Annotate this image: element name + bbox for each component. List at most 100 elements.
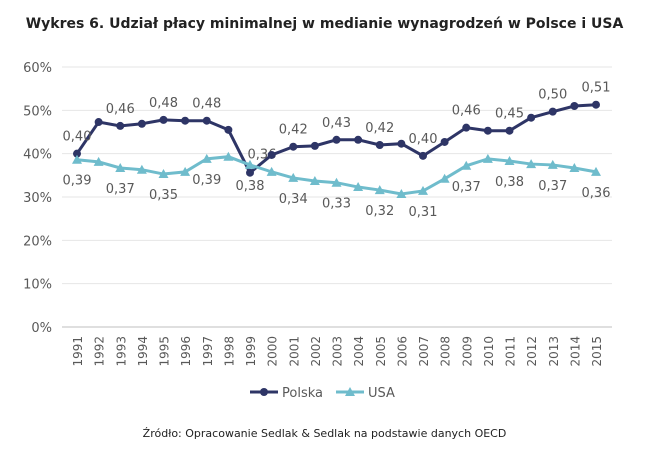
data-point bbox=[223, 151, 234, 161]
data-point bbox=[289, 142, 298, 151]
y-tick-label: 40% bbox=[23, 148, 52, 163]
data-point bbox=[440, 137, 449, 146]
x-tick-label: 2003 bbox=[331, 336, 345, 367]
x-tick-label: 2002 bbox=[309, 336, 323, 367]
x-tick-label: 2004 bbox=[352, 336, 366, 367]
x-tick-label: 1997 bbox=[201, 336, 215, 367]
data-point bbox=[72, 154, 82, 164]
data-point bbox=[482, 153, 493, 163]
data-point bbox=[592, 100, 600, 109]
legend-label: USA bbox=[368, 386, 395, 401]
chart-title: Wykres 6. Udział płacy minimalnej w medi… bbox=[25, 16, 624, 32]
x-tick-label: 1998 bbox=[222, 336, 236, 367]
x-tick-label: 2000 bbox=[266, 336, 280, 367]
x-tick-label: 2006 bbox=[395, 336, 409, 367]
data-point bbox=[354, 135, 363, 144]
chart-source: Źródło: Opracowanie Sedlak & Sedlak na p… bbox=[142, 427, 507, 440]
data-label: 0,50 bbox=[538, 88, 567, 103]
data-point bbox=[224, 125, 233, 134]
data-point bbox=[439, 173, 450, 183]
data-label: 0,40 bbox=[409, 132, 438, 147]
x-tick-label: 1996 bbox=[179, 336, 193, 367]
data-point bbox=[462, 123, 471, 132]
data-point bbox=[374, 185, 385, 195]
data-label: 0,34 bbox=[279, 192, 308, 207]
x-tick-label: 1999 bbox=[244, 336, 258, 367]
x-tick-label: 2011 bbox=[504, 336, 518, 367]
data-point bbox=[202, 116, 211, 125]
data-point bbox=[309, 175, 320, 185]
data-point bbox=[246, 168, 254, 177]
data-label: 0,37 bbox=[538, 179, 567, 194]
data-label: 0,43 bbox=[322, 116, 351, 131]
data-label: 0,38 bbox=[236, 179, 265, 194]
x-tick-label: 2012 bbox=[525, 336, 539, 367]
data-point bbox=[93, 156, 104, 166]
data-point bbox=[418, 185, 428, 195]
data-point bbox=[353, 182, 364, 192]
data-point bbox=[310, 141, 319, 150]
y-tick-label: 30% bbox=[23, 191, 52, 206]
y-tick-label: 50% bbox=[23, 104, 52, 119]
data-point bbox=[94, 118, 103, 127]
x-tick-label: 2014 bbox=[568, 336, 582, 367]
x-tick-label: 2001 bbox=[287, 336, 301, 367]
data-point bbox=[266, 166, 277, 176]
data-point bbox=[245, 159, 255, 169]
data-point bbox=[569, 162, 580, 172]
x-tick-label: 2015 bbox=[590, 336, 604, 367]
x-tick-label: 1993 bbox=[114, 336, 128, 367]
data-label: 0,42 bbox=[279, 123, 308, 138]
y-tick-label: 60% bbox=[23, 61, 52, 76]
data-label: 0,33 bbox=[322, 197, 351, 212]
data-label: 0,32 bbox=[365, 204, 394, 219]
x-tick-label: 1994 bbox=[136, 336, 150, 367]
data-label: 0,51 bbox=[582, 81, 611, 96]
data-label: 0,46 bbox=[106, 102, 135, 117]
x-tick-label: 2013 bbox=[547, 336, 561, 367]
x-tick-label: 1995 bbox=[158, 336, 172, 367]
data-point bbox=[483, 126, 492, 135]
data-label: 0,40 bbox=[63, 130, 92, 145]
data-point bbox=[331, 177, 342, 187]
data-label: 0,36 bbox=[248, 148, 277, 163]
data-label: 0,31 bbox=[409, 205, 438, 220]
x-tick-label: 2009 bbox=[460, 336, 474, 367]
x-tick-label: 2007 bbox=[417, 336, 431, 367]
data-point bbox=[136, 164, 147, 174]
data-point bbox=[332, 135, 341, 144]
data-point bbox=[505, 126, 514, 135]
y-tick-label: 20% bbox=[23, 234, 52, 249]
data-point bbox=[137, 119, 146, 128]
data-label: 0,36 bbox=[582, 186, 611, 201]
data-label: 0,48 bbox=[192, 97, 221, 112]
y-tick-label: 0% bbox=[31, 321, 52, 336]
y-tick-label: 10% bbox=[23, 278, 52, 293]
data-point bbox=[591, 166, 601, 176]
data-label: 0,39 bbox=[63, 174, 92, 189]
data-point bbox=[419, 151, 427, 160]
legend-marker bbox=[260, 388, 268, 396]
data-point bbox=[201, 153, 212, 163]
data-point bbox=[504, 156, 515, 166]
data-label: 0,48 bbox=[149, 96, 178, 111]
data-point bbox=[180, 166, 191, 176]
data-point bbox=[267, 150, 276, 159]
data-point bbox=[158, 169, 169, 179]
legend-label: Polska bbox=[282, 386, 323, 401]
data-point bbox=[375, 141, 384, 149]
data-label: 0,38 bbox=[495, 175, 524, 190]
x-tick-label: 2005 bbox=[374, 336, 388, 367]
x-tick-label: 2008 bbox=[439, 336, 453, 367]
data-point bbox=[288, 172, 299, 182]
x-tick-label: 2010 bbox=[482, 336, 496, 367]
x-tick-label: 1991 bbox=[71, 336, 85, 367]
legend-marker bbox=[345, 387, 355, 396]
data-label: 0,39 bbox=[192, 173, 221, 188]
data-label: 0,46 bbox=[452, 104, 481, 119]
data-point bbox=[570, 102, 579, 110]
data-label: 0,45 bbox=[495, 107, 524, 122]
data-label: 0,37 bbox=[452, 180, 481, 195]
data-label: 0,37 bbox=[106, 182, 135, 197]
